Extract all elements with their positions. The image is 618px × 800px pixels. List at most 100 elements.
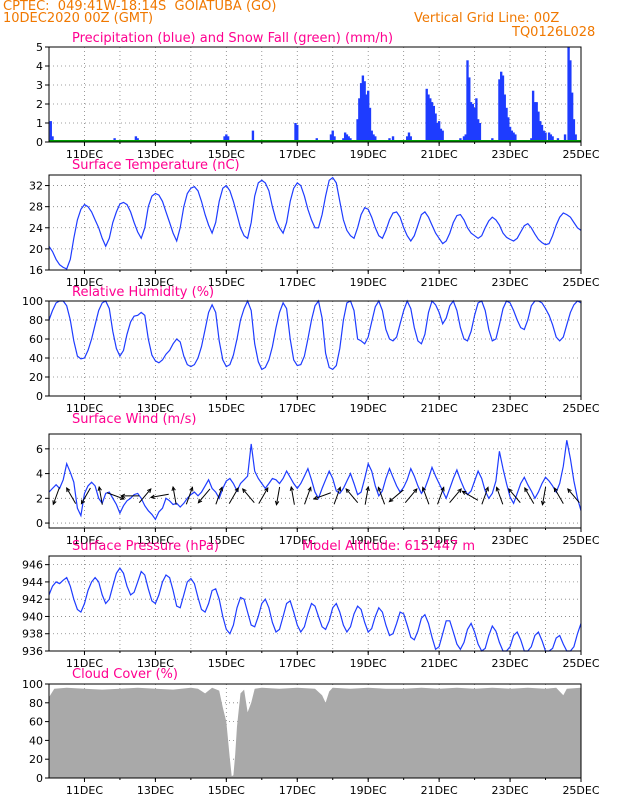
rh-series-line [48, 299, 582, 371]
temp-ytick-label: 20 [29, 243, 43, 256]
precip-bar [365, 94, 368, 142]
wind-ytick-label: 6 [36, 443, 43, 456]
wind-arrow-head [189, 486, 194, 492]
temp-xtick-label: 25DEC [562, 276, 599, 289]
precip-ytick-label: 2 [36, 98, 43, 111]
precip-bar [367, 90, 370, 142]
precip-bar [514, 134, 517, 142]
wind-arrow-head [52, 500, 57, 506]
wind-arrow-head [524, 487, 529, 493]
wind-xtick-label: 23DEC [492, 534, 529, 547]
temp-xtick-label: 17DEC [279, 276, 316, 289]
rh-ytick-label: 40 [29, 352, 43, 365]
wind-ytick-label: 4 [36, 468, 43, 481]
temp-xtick-label: 11DEC [66, 276, 103, 289]
precip-bar [372, 134, 375, 142]
precip-bar [436, 123, 439, 142]
wind-arrow [364, 486, 369, 505]
temp-frame [48, 174, 582, 271]
precip-bar [572, 119, 576, 142]
wind-arrow-head [146, 488, 152, 493]
rh-ytick-label: 20 [29, 371, 43, 384]
wind-arrow [542, 486, 547, 505]
precip-xtick-label: 21DEC [421, 148, 458, 161]
precip-bar [391, 136, 395, 142]
precip-bar [361, 75, 365, 142]
wind-arrow-head [149, 494, 155, 499]
precip-bar [473, 107, 476, 142]
wind-arrow [377, 487, 386, 505]
precip-bar [468, 77, 471, 142]
wind-arrow [404, 488, 418, 504]
precip-bar [439, 128, 443, 142]
precip-bar [498, 79, 501, 142]
precip-bar [540, 124, 544, 142]
precip-bar [223, 136, 226, 142]
wind-arrow [138, 488, 152, 504]
wind-arrow-head [97, 485, 102, 491]
press-xtick-label: 15DEC [208, 657, 245, 670]
precip-bar [462, 136, 466, 142]
rh-panel: Relative Humidity (%) 0 20 40 60 80 100 11DEC 13… [22, 285, 600, 415]
precip-bar [370, 130, 373, 142]
press-ytick-label: 940 [22, 610, 43, 623]
press-ytick-label: 942 [22, 593, 43, 606]
cloud-xtick-label: 21DEC [421, 784, 458, 797]
precip-bar [475, 98, 478, 142]
precip-bar [329, 134, 333, 142]
run-date: 10DEC2020 00Z (GMT) [3, 11, 154, 26]
precip-bar [427, 94, 430, 142]
wind-arrow-head [241, 488, 247, 493]
wind-xtick-label: 11DEC [66, 534, 103, 547]
precip-bar [51, 136, 54, 142]
wind-arrow [524, 487, 535, 504]
wind-arrow-head [289, 485, 295, 491]
wind-arrow-head [120, 493, 126, 499]
precip-xtick-label: 19DEC [350, 148, 387, 161]
wind-arrow [567, 488, 580, 504]
precip-bar [469, 102, 473, 142]
wind-arrow-head [119, 495, 126, 500]
wind-xtick-label: 19DEC [350, 534, 387, 547]
wind-arrow [98, 486, 103, 505]
wind-arrow [422, 487, 430, 505]
precip-bar [471, 104, 475, 142]
wind-arrow-head [345, 488, 351, 493]
wind-arrow-head [312, 495, 318, 500]
temp-xtick-label: 23DEC [492, 276, 529, 289]
rh-xtick-label: 15DEC [208, 402, 245, 415]
press-series-line [48, 567, 582, 652]
wind-arrow [106, 492, 125, 500]
wind-arrow [66, 487, 77, 504]
temp-xtick-label: 15DEC [208, 276, 245, 289]
precip-bar [363, 81, 366, 142]
precip-bar [430, 102, 434, 142]
rh-title: Relative Humidity (%) [72, 285, 214, 300]
precip-bar [535, 102, 538, 142]
wind-arrow-head [567, 488, 572, 493]
wind-arrow-head [388, 497, 394, 503]
temp-series-line [48, 176, 582, 270]
precip-bar [434, 113, 437, 142]
precip-bar [466, 60, 469, 142]
wind-arrow-head [264, 487, 269, 493]
precip-bar [333, 136, 336, 142]
precip-ytick-label: 4 [36, 60, 43, 73]
precip-bar [547, 132, 551, 142]
precip-ytick-label: 3 [36, 79, 43, 92]
press-ytick-label: 938 [22, 628, 43, 641]
wind-arrow [81, 487, 91, 504]
precip-bar [537, 111, 540, 142]
precip-bar [347, 136, 350, 142]
model-id: TQ0126L028 [512, 25, 596, 40]
precip-bar [503, 94, 506, 142]
press-ytick-label: 946 [22, 559, 43, 572]
rh-frame [48, 300, 582, 397]
press-title: Surface Pressure (hPa) [72, 539, 219, 554]
wind-arrow-head [421, 486, 426, 492]
wind-xtick-label: 15DEC [208, 534, 245, 547]
rh-xtick-label: 17DEC [279, 402, 316, 415]
cloud-ytick-label: 80 [29, 697, 43, 710]
rh-xtick-label: 11DEC [66, 402, 103, 415]
